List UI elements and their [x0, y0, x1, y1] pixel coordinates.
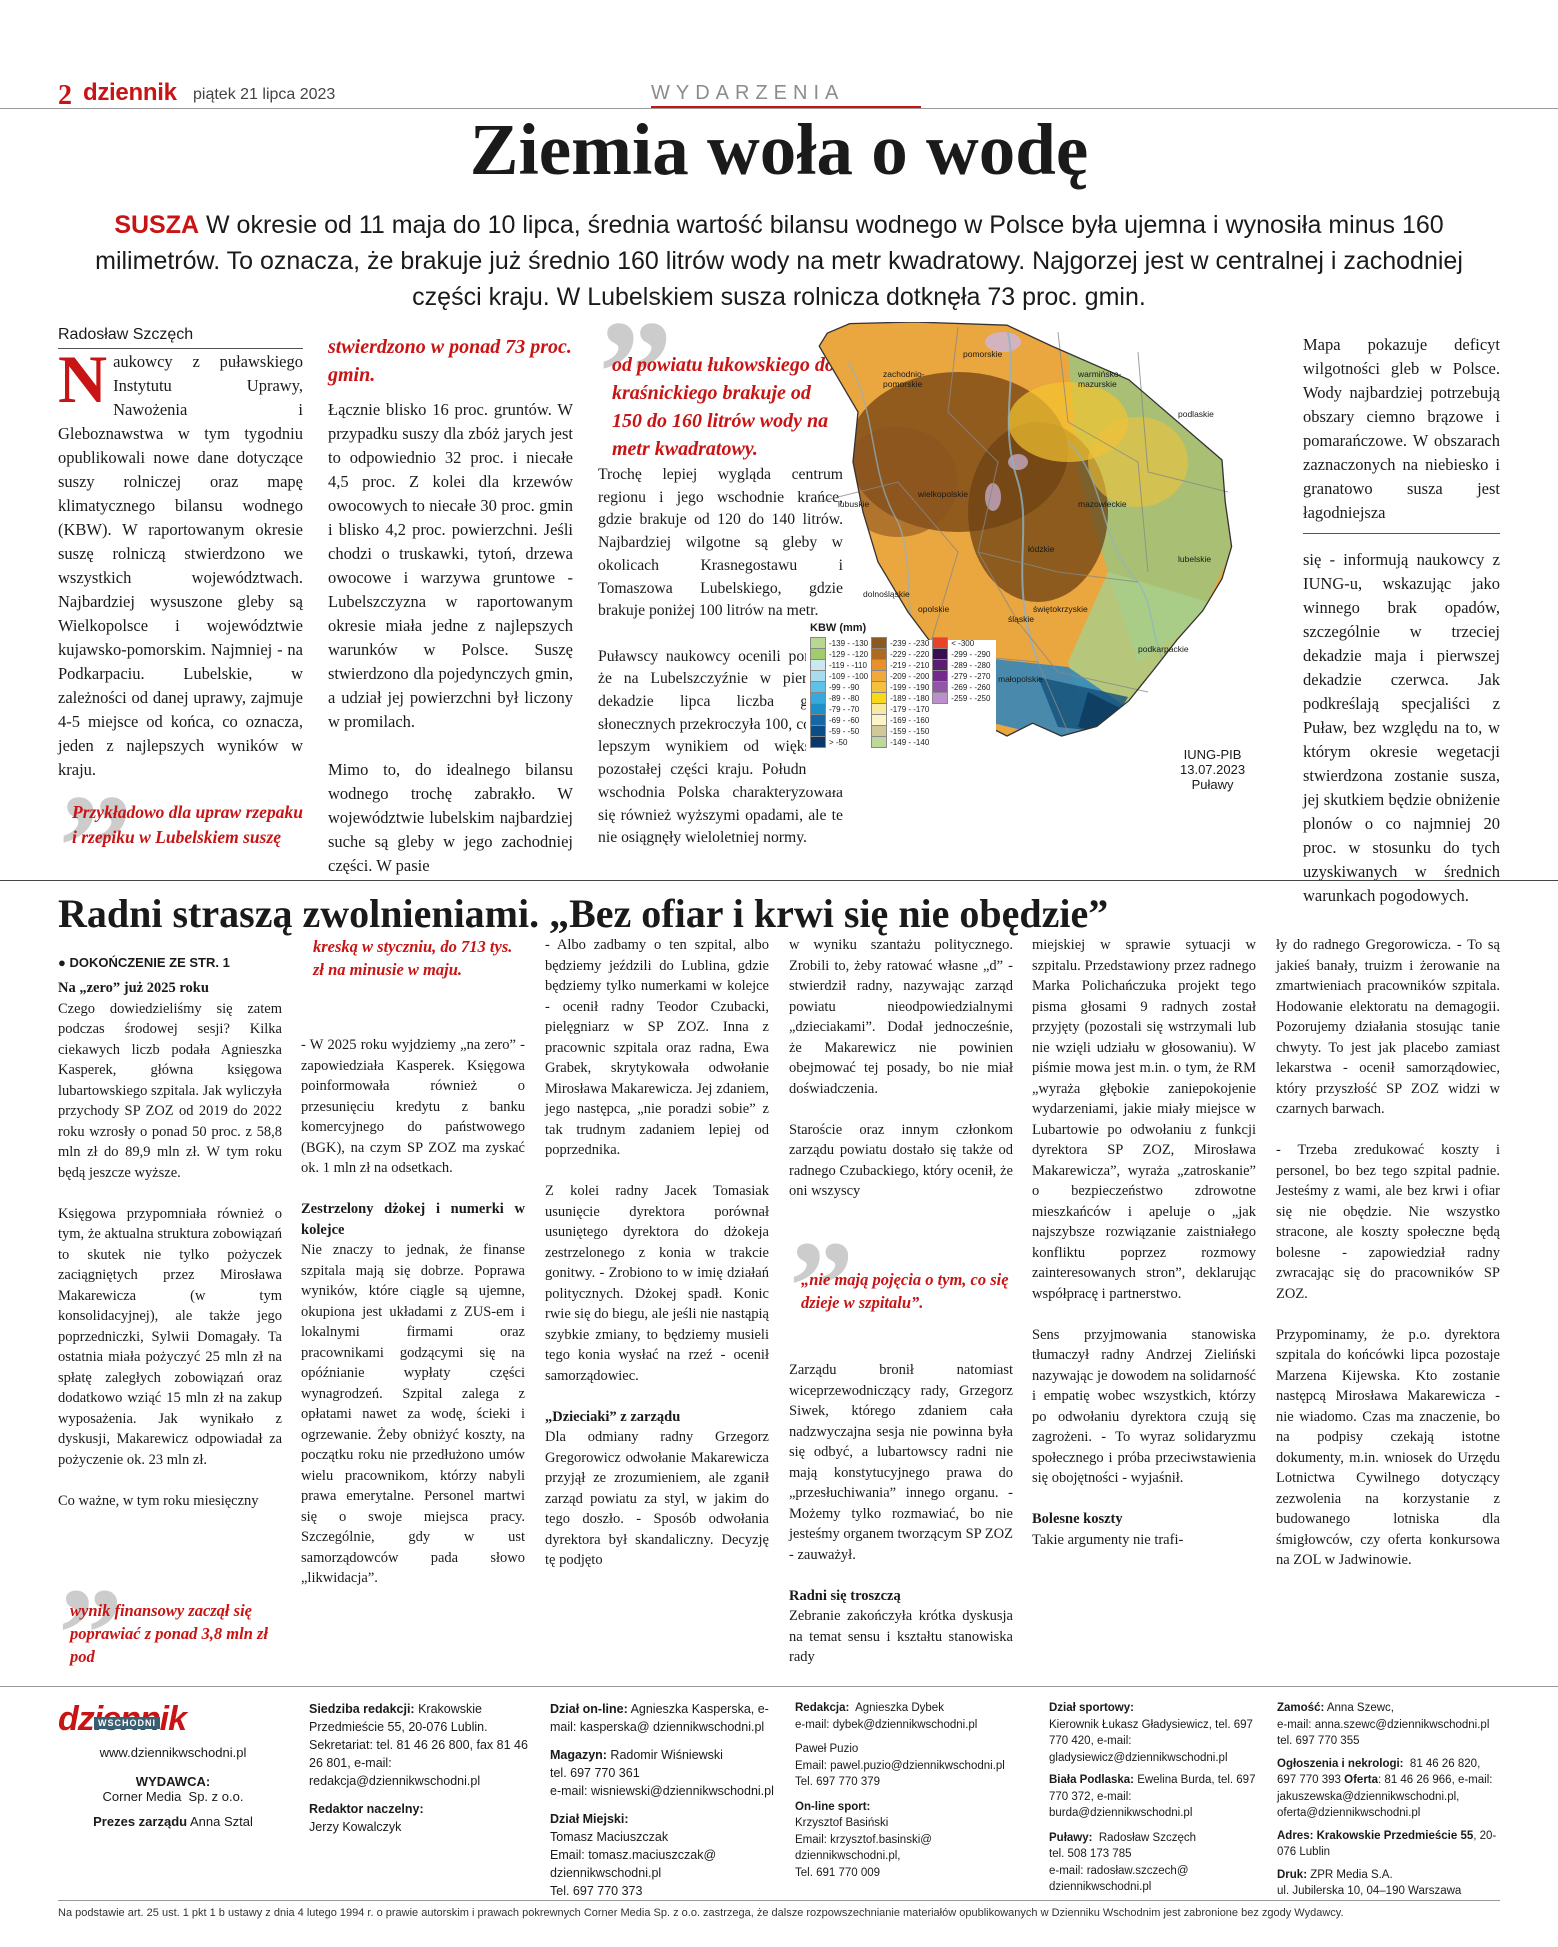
svg-text:warmińsko-: warmińsko- [1077, 369, 1122, 379]
svg-text:pomorskie: pomorskie [883, 379, 922, 389]
svg-text:mazowieckie: mazowieckie [1078, 499, 1127, 509]
svg-text:mazurskie: mazurskie [1078, 379, 1117, 389]
svg-text:pomorskie: pomorskie [963, 349, 1002, 359]
svg-text:zachodnio-: zachodnio- [883, 369, 925, 379]
svg-text:dolnośląskie: dolnośląskie [863, 589, 910, 599]
svg-text:świętokrzyskie: świętokrzyskie [1033, 604, 1088, 614]
svg-text:wielkopolskie: wielkopolskie [917, 489, 968, 499]
svg-text:podlaskie: podlaskie [1178, 409, 1214, 419]
svg-text:lubelskie: lubelskie [1178, 554, 1211, 564]
svg-text:opolskie: opolskie [918, 604, 949, 614]
svg-text:lubuskie: lubuskie [838, 499, 869, 509]
svg-text:śląskie: śląskie [1008, 614, 1034, 624]
svg-text:łódzkie: łódzkie [1028, 544, 1055, 554]
